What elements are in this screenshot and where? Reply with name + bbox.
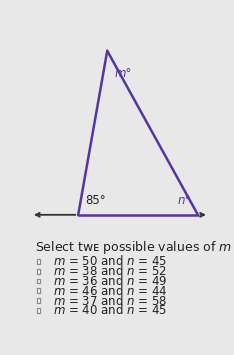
Text: $m$ = 36 and $n$ = 49: $m$ = 36 and $n$ = 49	[53, 274, 167, 288]
Text: n°: n°	[177, 193, 191, 207]
Text: $m$ = 46 and $n$ = 44: $m$ = 46 and $n$ = 44	[53, 284, 167, 298]
Text: $m$ = 38 and $n$ = 52: $m$ = 38 and $n$ = 52	[53, 264, 167, 278]
Text: Select twᴇ possible values of $m$ and $n$.: Select twᴇ possible values of $m$ and $n…	[35, 239, 234, 256]
Bar	[37, 288, 40, 293]
Text: $m$ = 40 and $n$ = 45: $m$ = 40 and $n$ = 45	[53, 304, 167, 317]
Bar	[37, 259, 40, 264]
Text: 85°: 85°	[85, 193, 106, 207]
Text: $m$ = 37 and $n$ = 58: $m$ = 37 and $n$ = 58	[53, 294, 167, 308]
Bar	[37, 308, 40, 313]
Text: $m$ = 50 and $n$ = 45: $m$ = 50 and $n$ = 45	[53, 254, 167, 268]
Bar	[37, 279, 40, 283]
Bar	[37, 269, 40, 274]
Bar	[37, 298, 40, 303]
Text: m°: m°	[114, 67, 132, 80]
